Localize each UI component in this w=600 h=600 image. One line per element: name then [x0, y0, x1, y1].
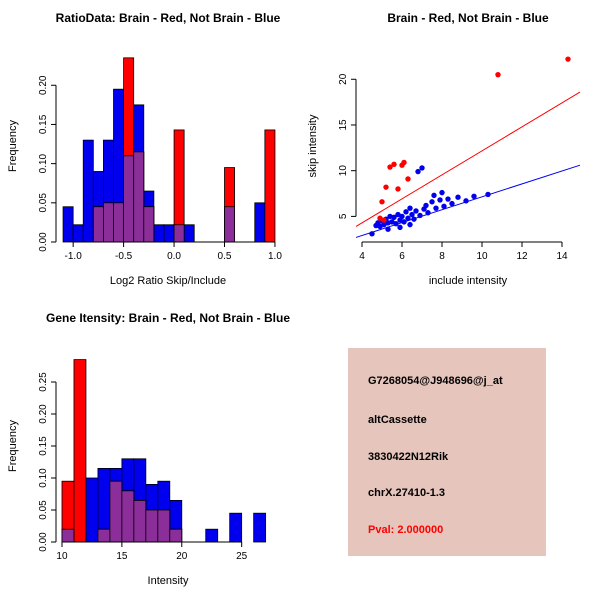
- svg-text:5: 5: [338, 213, 349, 219]
- svg-text:20: 20: [338, 73, 349, 85]
- svg-text:12: 12: [516, 251, 528, 262]
- svg-text:0.10: 0.10: [38, 468, 49, 488]
- svg-text:0.15: 0.15: [38, 436, 49, 456]
- svg-text:0.10: 0.10: [38, 153, 49, 173]
- pval-text: Pval: 2.000000: [368, 524, 444, 536]
- svg-text:4: 4: [359, 251, 365, 262]
- svg-text:include intensity: include intensity: [429, 275, 508, 287]
- svg-text:-1.0: -1.0: [65, 251, 83, 262]
- svg-text:0.15: 0.15: [38, 114, 49, 134]
- svg-text:Log2 Ratio Skip/Include: Log2 Ratio Skip/Include: [110, 275, 226, 287]
- gene-intensity-histogram-chart: 10 15 20 25 0.00 0.05 0.10 0.15 0.20 0.25 Gene Ite…: [7, 311, 290, 587]
- gene-intensity-histogram-panel: 10 15 20 25 0.00 0.05 0.10 0.15 0.20 0.25 Gene Ite…: [0, 300, 300, 600]
- svg-text:10: 10: [476, 251, 488, 262]
- ratio-histogram-chart: -1.0 -0.5 0.0 0.5 1.0 0.00 0.05 0.10 0.15 0.20 Rat…: [7, 11, 282, 287]
- svg-text:Brain - Red, Not Brain - Blue: Brain - Red, Not Brain - Blue: [387, 11, 549, 25]
- svg-text:0.00: 0.00: [38, 532, 49, 552]
- svg-text:Frequency: Frequency: [7, 120, 19, 172]
- gene-name-text: 3830422N12Rik: [368, 451, 449, 463]
- svg-text:Intensity: Intensity: [148, 575, 189, 587]
- svg-text:10: 10: [56, 551, 68, 562]
- svg-text:14: 14: [556, 251, 568, 262]
- svg-text:0.25: 0.25: [38, 372, 49, 392]
- svg-text:6: 6: [399, 251, 405, 262]
- svg-text:0.0: 0.0: [167, 251, 181, 262]
- svg-text:0.20: 0.20: [38, 75, 49, 95]
- svg-text:0.05: 0.05: [38, 193, 49, 213]
- svg-text:skip intensity: skip intensity: [307, 114, 319, 177]
- probe-id-text: G7268054@J948696@j_at: [368, 375, 503, 387]
- svg-text:15: 15: [116, 551, 128, 562]
- svg-text:1.0: 1.0: [268, 251, 282, 262]
- svg-text:0.00: 0.00: [38, 232, 49, 252]
- svg-text:0.05: 0.05: [38, 500, 49, 520]
- gene-info-box: G7268054@J948696@j_at altCassette 383042…: [348, 348, 546, 556]
- svg-text:0.20: 0.20: [38, 404, 49, 424]
- svg-text:20: 20: [176, 551, 188, 562]
- svg-text:RatioData: Brain - Red, Not Br: RatioData: Brain - Red, Not Brain - Blue: [56, 11, 281, 25]
- intensity-scatter-chart: 4 6 8 10 12 14 5 10 15 20 Brain - Red, Not Brain -…: [307, 11, 581, 287]
- svg-text:8: 8: [439, 251, 445, 262]
- svg-text:Gene Itensity: Brain - Red, No: Gene Itensity: Brain - Red, Not Brain - …: [46, 311, 290, 325]
- svg-text:-0.5: -0.5: [115, 251, 133, 262]
- svg-text:0.5: 0.5: [218, 251, 232, 262]
- svg-text:15: 15: [338, 119, 349, 131]
- svg-text:Frequency: Frequency: [7, 420, 19, 472]
- svg-text:10: 10: [338, 165, 349, 177]
- info-panel: G7268054@J948696@j_at altCassette 383042…: [300, 300, 600, 600]
- intensity-scatter-panel: 4 6 8 10 12 14 5 10 15 20 Brain - Red, Not Brain -…: [300, 0, 600, 300]
- event-type-text: altCassette: [368, 414, 427, 426]
- svg-text:25: 25: [236, 551, 248, 562]
- genome-location-text: chrX.27410-1.3: [368, 487, 446, 499]
- ratio-histogram-panel: -1.0 -0.5 0.0 0.5 1.0 0.00 0.05 0.10 0.15 0.20 Rat…: [0, 0, 300, 300]
